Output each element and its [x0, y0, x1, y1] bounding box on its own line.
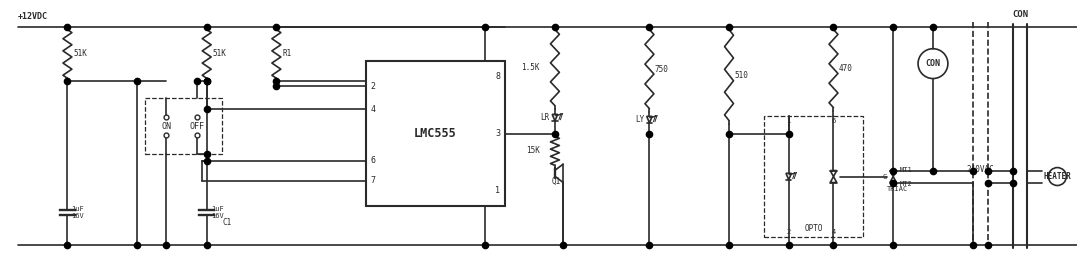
Text: 6: 6 — [832, 118, 836, 124]
Text: 7: 7 — [370, 176, 376, 185]
Text: 51K: 51K — [213, 49, 227, 59]
Text: 750: 750 — [654, 64, 669, 74]
Text: 1uF
16V: 1uF 16V — [71, 206, 84, 219]
Text: 15K: 15K — [526, 146, 540, 156]
Text: 2: 2 — [370, 82, 376, 91]
Text: 2: 2 — [786, 230, 791, 235]
Text: 1.5K: 1.5K — [522, 63, 540, 72]
Text: 51K: 51K — [73, 49, 87, 59]
Text: 470: 470 — [838, 64, 852, 73]
Text: LMC555: LMC555 — [414, 127, 457, 140]
Text: 240VAC: 240VAC — [967, 164, 994, 173]
Text: G: G — [882, 173, 887, 180]
Text: R1: R1 — [282, 49, 292, 59]
Text: HEATER: HEATER — [1043, 172, 1071, 181]
Text: 510: 510 — [734, 70, 747, 80]
Text: +12VDC: +12VDC — [17, 12, 48, 21]
Text: LR: LR — [541, 113, 550, 122]
Text: LY: LY — [635, 115, 645, 124]
Text: ON: ON — [162, 122, 172, 131]
Text: 1uF
16V: 1uF 16V — [211, 206, 224, 219]
Bar — [366, 62, 505, 206]
Text: OFF: OFF — [190, 122, 204, 131]
Bar — [764, 116, 863, 237]
Text: MT2: MT2 — [900, 180, 913, 186]
Text: 3: 3 — [496, 129, 500, 138]
Text: C1: C1 — [222, 218, 232, 227]
Text: Q1: Q1 — [552, 177, 562, 186]
Text: 4: 4 — [832, 230, 836, 235]
Text: 8: 8 — [496, 72, 500, 81]
Text: OPTO: OPTO — [805, 224, 823, 233]
Text: 1: 1 — [786, 118, 791, 124]
Text: MT1: MT1 — [900, 167, 913, 173]
Text: 1: 1 — [496, 186, 500, 195]
Text: CON: CON — [1012, 9, 1028, 19]
Text: 4: 4 — [370, 105, 376, 114]
Text: 6: 6 — [370, 156, 376, 165]
Bar — [145, 98, 221, 154]
Text: CON: CON — [926, 59, 941, 68]
Text: TRIAC: TRIAC — [887, 186, 908, 192]
